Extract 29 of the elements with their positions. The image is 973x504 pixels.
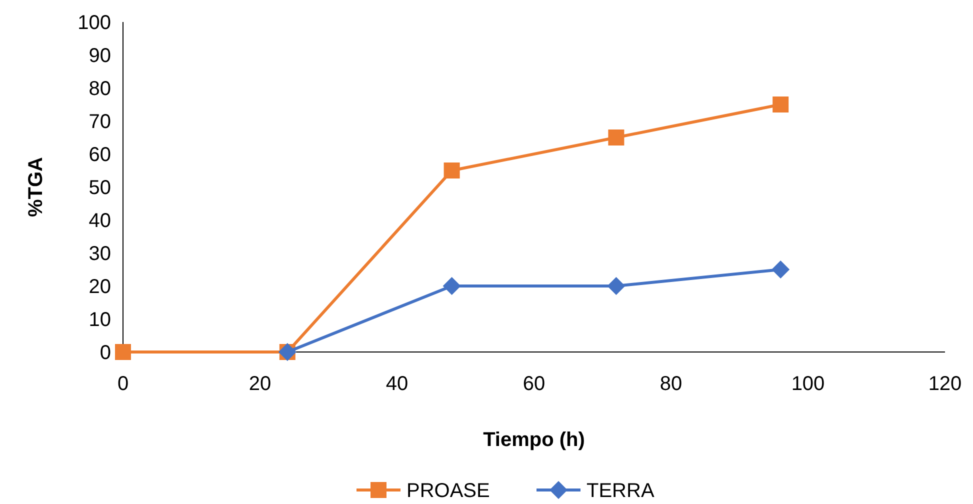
- y-tick-label: 90: [88, 45, 111, 67]
- y-tick-label: 20: [88, 276, 111, 298]
- x-tick-label: 120: [928, 373, 962, 395]
- point: [772, 260, 790, 278]
- x-tick-label: 40: [386, 373, 408, 395]
- x-axis-title: Tiempo (h): [483, 429, 585, 451]
- x-tick-label: 0: [117, 373, 129, 395]
- y-tick-label: 40: [88, 210, 111, 232]
- x-tick-label: 80: [660, 373, 682, 395]
- y-tick-label: 10: [88, 309, 111, 331]
- point: [444, 162, 460, 178]
- x-tick-label: 100: [791, 373, 825, 395]
- y-tick-label: 60: [88, 144, 111, 166]
- x-tick-label: 20: [248, 373, 272, 395]
- point: [115, 344, 131, 360]
- y-tick-label: 70: [88, 111, 111, 133]
- y-tick-label: 100: [78, 12, 111, 34]
- point: [608, 130, 624, 146]
- y-tick-label: 80: [88, 78, 111, 100]
- point: [607, 277, 626, 295]
- y-tick-label: 30: [88, 243, 111, 265]
- point: [772, 96, 789, 112]
- y-tick-label: 50: [88, 177, 111, 199]
- y-tick-label: 0: [100, 342, 111, 364]
- legend-label: TERRA: [586, 480, 655, 502]
- x-tick-label: 60: [522, 373, 546, 395]
- legend-label: PROASE: [406, 480, 490, 502]
- point: [442, 277, 461, 295]
- y-axis-title: %TGA: [25, 157, 47, 217]
